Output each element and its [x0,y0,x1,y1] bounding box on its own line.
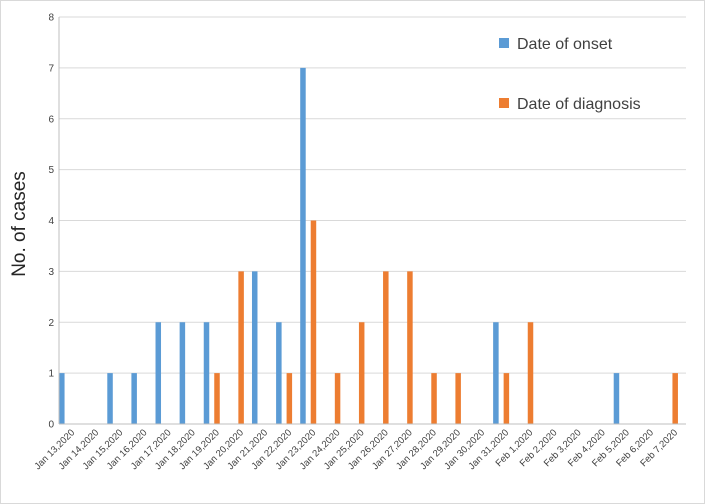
y-tick-label: 6 [48,114,54,125]
bar-diagnosis [383,271,389,424]
bar-onset [276,322,282,424]
bar-diagnosis [334,373,341,424]
bar-diagnosis [672,373,678,424]
bar-diagnosis [238,271,244,424]
legend: Date of onset Date of diagnosis [499,36,641,113]
bar-onset [179,322,186,424]
bar-diagnosis [431,373,437,424]
bar-onset [107,373,113,424]
legend-swatch [499,38,509,48]
bar-diagnosis [358,322,365,424]
bar-diagnosis [310,220,317,424]
legend-swatch [499,98,509,108]
y-tick-label: 7 [48,63,54,74]
y-tick-label: 2 [48,318,54,329]
bar-diagnosis [527,322,534,424]
bar-onset [131,373,137,424]
bar-onset [493,322,499,424]
bar-diagnosis [286,373,293,424]
legend-label: Date of onset [517,36,613,53]
bar-onset [613,373,620,424]
bar-onset [59,373,65,424]
bar-diagnosis [407,271,413,424]
y-axis-label: No. of cases [9,171,30,277]
y-tick-label: 8 [48,13,54,24]
bar-onset [203,322,210,424]
bar-diagnosis [503,373,510,424]
bar-onset [155,322,162,424]
legend-label: Date of diagnosis [517,96,641,113]
y-tick-label: 0 [48,420,54,431]
bar-diagnosis [455,373,461,424]
bar-diagnosis [214,373,220,424]
y-tick-label: 5 [48,165,54,176]
y-tick-label: 1 [48,369,54,380]
bar-onset [300,67,306,424]
y-tick-label: 4 [48,216,54,227]
bars [59,67,678,424]
y-tick-label: 3 [48,267,54,278]
bar-onset [251,271,258,424]
grid-lines [59,16,686,374]
